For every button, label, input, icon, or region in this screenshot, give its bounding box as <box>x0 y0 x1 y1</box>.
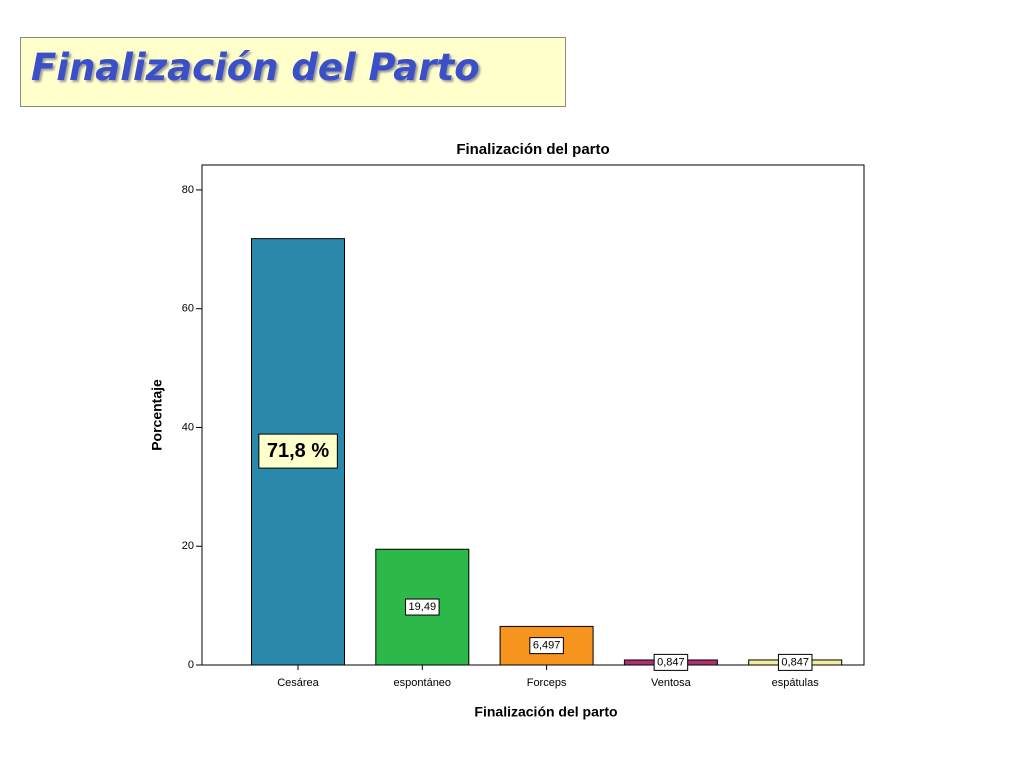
x-tick-label: Forceps <box>527 677 567 689</box>
y-tick-label: 40 <box>182 421 194 433</box>
y-axis-label: Porcentaje <box>149 379 165 451</box>
y-tick-label: 80 <box>182 184 194 196</box>
y-tick-label: 20 <box>182 540 194 552</box>
value-label-box <box>258 433 338 469</box>
value-label: 6,497 <box>533 640 561 652</box>
y-tick-label: 60 <box>182 303 194 315</box>
x-tick-label: Ventosa <box>651 677 692 689</box>
chart-title: Finalización del parto <box>456 141 609 158</box>
slide-title-box: Finalización del Parto <box>20 37 566 107</box>
value-label: 71,8 % <box>267 440 329 462</box>
value-label: 19,49 <box>409 601 437 613</box>
value-label: 0,847 <box>781 656 809 668</box>
value-label-box <box>777 653 813 671</box>
x-axis-label: Finalización del parto <box>474 704 617 720</box>
value-label-box <box>529 637 564 655</box>
slide-title: Finalización del Parto <box>31 46 480 89</box>
x-tick-label: espátulas <box>772 677 820 689</box>
value-label-box <box>405 598 440 616</box>
x-tick-label: espontáneo <box>394 677 452 689</box>
x-tick-label: Cesárea <box>277 677 319 689</box>
value-label: 0,847 <box>657 656 685 668</box>
value-label-box <box>653 653 689 671</box>
y-tick-label: 0 <box>188 659 194 671</box>
